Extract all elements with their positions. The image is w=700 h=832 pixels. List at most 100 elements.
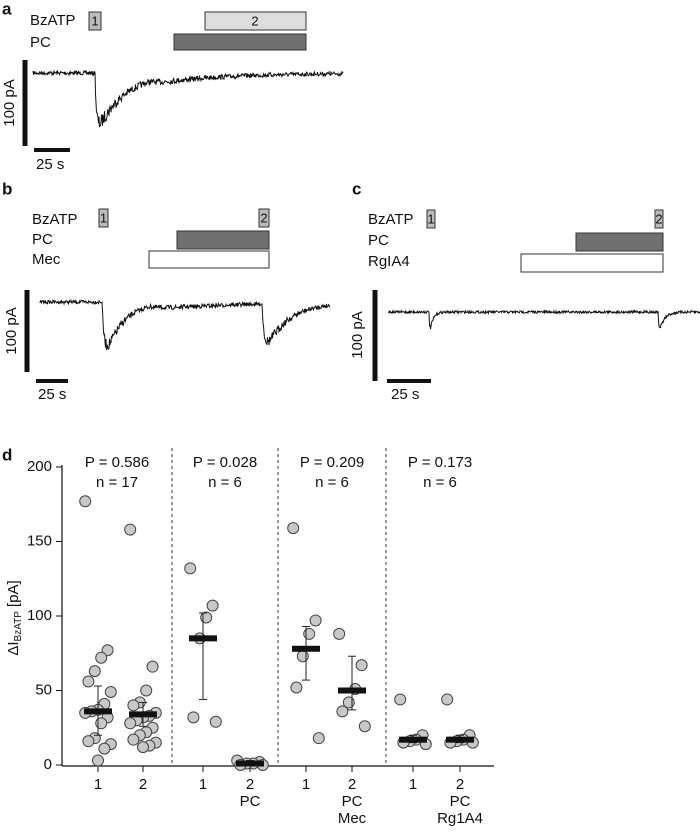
panel-label: d — [2, 445, 12, 464]
pulse-label: 1 — [100, 210, 107, 225]
y-label-sub: BzATP — [13, 611, 24, 642]
x-tick-label: 1 — [409, 776, 417, 793]
y-tick-label: 50 — [35, 681, 52, 698]
n-count: n = 6 — [315, 474, 349, 491]
row-label: BzATP — [32, 211, 78, 228]
row-label: PC — [30, 34, 51, 51]
row-label: Mec — [32, 251, 61, 268]
x-tick-label: 1 — [302, 776, 310, 793]
data-point — [124, 717, 137, 730]
data-point — [441, 693, 454, 706]
data-point — [124, 523, 137, 536]
scale-label: 25 s — [36, 156, 64, 173]
scale-label: 100 pA — [1, 79, 18, 127]
x-tick-label: PC — [240, 793, 261, 810]
x-tick-label: 2 — [246, 776, 254, 793]
trace — [32, 69, 344, 128]
x-tick-label: PC — [450, 793, 471, 810]
panel-label: b — [2, 179, 12, 198]
y-label-main: ΔI — [5, 641, 22, 655]
pulse-label: 2 — [251, 13, 258, 28]
data-point — [287, 522, 300, 535]
x-tick-label: Rg1A4 — [437, 810, 483, 827]
pulse-box — [98, 208, 109, 228]
row-label: BzATP — [30, 12, 76, 29]
row-label: PC — [368, 232, 389, 249]
data-point — [95, 717, 108, 730]
pulse-label: 2 — [260, 210, 267, 225]
data-point — [140, 684, 153, 697]
row-label: BzATP — [368, 211, 414, 228]
y-label-unit: [pA] — [5, 580, 22, 607]
p-value: P = 0.173 — [408, 454, 472, 471]
pulse-label: 2 — [655, 211, 662, 226]
data-point — [312, 732, 325, 745]
data-point — [309, 614, 322, 627]
median-bar — [129, 711, 157, 718]
trace — [39, 298, 331, 350]
panel-label: c — [352, 179, 361, 198]
data-point — [82, 675, 95, 688]
n-count: n = 6 — [423, 474, 457, 491]
pulse-box — [426, 209, 436, 229]
data-point — [290, 681, 303, 694]
drug-bar — [520, 253, 664, 273]
scale-label: 100 pA — [349, 311, 366, 359]
data-point — [137, 741, 149, 754]
x-tick-label: 2 — [456, 776, 464, 793]
p-value: P = 0.209 — [300, 454, 364, 471]
x-tick-label: 1 — [94, 776, 102, 793]
drug-bar — [148, 250, 270, 269]
data-point — [303, 627, 316, 640]
data-point — [184, 562, 197, 575]
data-point — [358, 720, 371, 733]
data-point — [209, 715, 222, 728]
drug-bar — [575, 232, 664, 252]
median-bar — [84, 708, 112, 715]
pulse-box — [88, 11, 102, 31]
pulse-label: 1 — [427, 211, 434, 226]
data-point — [95, 651, 108, 664]
scale-label: 25 s — [38, 386, 66, 403]
pulse-box — [258, 208, 270, 228]
data-point — [355, 659, 368, 672]
data-point — [296, 650, 309, 663]
median-bar — [399, 736, 427, 743]
panel-label: a — [2, 0, 12, 18]
median-bar — [292, 645, 320, 652]
scale-label: 25 s — [391, 386, 419, 403]
pulse-box — [654, 209, 664, 229]
drug-bar — [173, 33, 307, 51]
drug-bar — [176, 230, 270, 250]
median-bar — [236, 760, 264, 767]
data-point — [98, 742, 111, 755]
data-point — [79, 495, 92, 508]
y-axis-label: ΔIBzATP [pA] — [5, 580, 24, 655]
pulse-label: 1 — [91, 13, 98, 28]
n-count: n = 17 — [96, 474, 138, 491]
data-point — [88, 665, 101, 678]
data-point — [206, 599, 219, 612]
y-tick-label: 100 — [27, 607, 52, 624]
p-value: P = 0.028 — [193, 454, 257, 471]
row-label: PC — [32, 231, 53, 248]
pulse-box — [204, 11, 307, 31]
data-point — [333, 627, 346, 640]
data-point — [146, 660, 159, 673]
n-count: n = 6 — [208, 474, 242, 491]
y-tick-label: 0 — [44, 756, 52, 773]
x-tick-label: 1 — [199, 776, 207, 793]
scale-label: 100 pA — [3, 307, 20, 355]
median-bar — [189, 635, 217, 642]
x-tick-label: PC — [342, 793, 363, 810]
trace — [387, 308, 700, 330]
x-tick-label: 2 — [139, 776, 147, 793]
data-point — [336, 705, 349, 718]
data-point — [127, 699, 140, 712]
x-tick-label: 2 — [348, 776, 356, 793]
data-point — [82, 735, 95, 748]
data-point — [394, 693, 407, 706]
data-point — [92, 754, 104, 767]
data-point — [104, 685, 117, 698]
